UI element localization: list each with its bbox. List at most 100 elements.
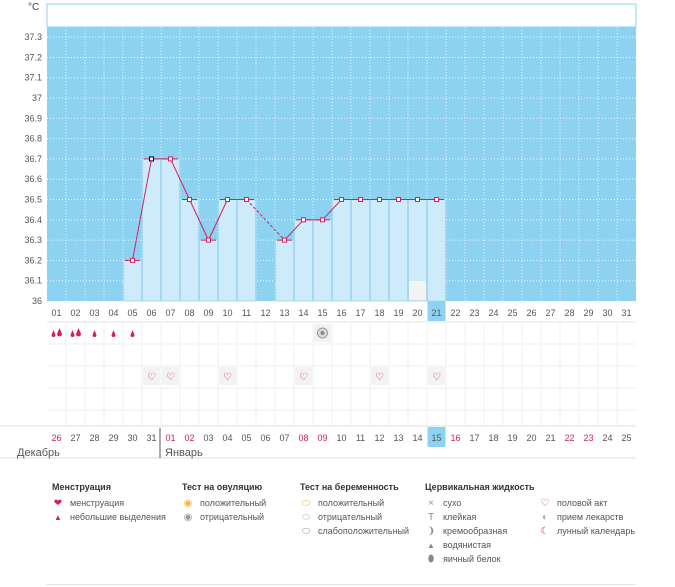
temperature-point[interactable] xyxy=(168,156,173,162)
intercourse-cell xyxy=(295,367,312,385)
menstruation-light-icon[interactable] xyxy=(92,330,97,337)
heart-icon[interactable]: ♡ xyxy=(432,372,441,383)
legend-item: ▲ водянистая xyxy=(425,538,535,552)
temperature-point[interactable] xyxy=(282,237,287,243)
cycle-day-label: 09 xyxy=(203,308,213,318)
temperature-bar[interactable] xyxy=(161,158,180,302)
temperature-bar[interactable] xyxy=(142,158,161,302)
temperature-segment xyxy=(322,199,342,221)
temperature-bar[interactable] xyxy=(351,199,370,302)
today-highlight-date xyxy=(427,427,446,447)
temperature-bar[interactable] xyxy=(237,199,256,302)
pregnancy-negative-icon: ⬭ xyxy=(301,512,311,523)
heart-icon[interactable]: ♡ xyxy=(166,372,175,383)
temperature-point[interactable] xyxy=(358,197,363,203)
temperature-bar[interactable] xyxy=(275,239,294,302)
y-tick-label: 36.9 xyxy=(24,113,42,123)
temperature-bar[interactable] xyxy=(332,199,351,302)
temperature-point[interactable] xyxy=(187,197,192,203)
cycle-day-label: 10 xyxy=(222,308,232,318)
temperature-bar[interactable] xyxy=(294,219,313,302)
legend: Менструация ❤ менструация ▲ небольшие выде… xyxy=(0,476,675,587)
cycle-day-label: 07 xyxy=(165,308,175,318)
heart-icon[interactable]: ♡ xyxy=(299,372,308,383)
ovulation-positive-icon: ◉ xyxy=(183,498,193,509)
cycle-day-label: 14 xyxy=(298,308,308,318)
date-label: 29 xyxy=(108,433,118,443)
temperature-point[interactable] xyxy=(396,197,401,203)
temperature-point[interactable] xyxy=(149,156,154,162)
menstruation-light-icon[interactable] xyxy=(130,330,135,337)
egg-white-icon: ⬮ xyxy=(427,554,435,565)
heart-icon: ♡ xyxy=(540,498,550,509)
date-label: 26 xyxy=(51,433,61,443)
date-label: 13 xyxy=(393,433,403,443)
y-tick-label: 36.5 xyxy=(24,195,42,205)
menstruation-light-icon[interactable] xyxy=(111,330,116,337)
menstruation-heavy-icon[interactable] xyxy=(51,328,63,337)
legend-ovulation-title: Тест на овуляцию xyxy=(182,482,263,492)
heart-icon[interactable]: ♡ xyxy=(147,372,156,383)
month-label: Январь xyxy=(165,447,203,459)
intercourse-cell xyxy=(371,367,388,385)
date-label: 14 xyxy=(412,433,422,443)
heart-icon[interactable]: ♡ xyxy=(375,372,384,383)
date-labels: 26 27 28 29 30 31 01 02 03 04 05 06 07 08 09 10 11 12 13 14… xyxy=(51,433,631,443)
y-tick-label: 36 xyxy=(32,296,42,306)
cycle-day-label: 17 xyxy=(355,308,365,318)
y-axis: 36 36.1 36.2 36.3 36.4 36.5 36.6 36.7 36.8 36.9 37… xyxy=(24,32,42,306)
temperature-point[interactable] xyxy=(415,197,420,203)
heart-icon[interactable]: ♡ xyxy=(223,372,232,383)
cycle-day-label: 19 xyxy=(393,308,403,318)
temperature-bar[interactable] xyxy=(218,199,237,302)
date-label: 18 xyxy=(488,433,498,443)
temperature-point[interactable] xyxy=(339,197,344,203)
legend-item: ❩ кремообразная xyxy=(426,526,508,537)
temperature-bar[interactable] xyxy=(123,259,142,302)
y-tick-label: 36.2 xyxy=(24,255,42,265)
temperature-point[interactable] xyxy=(130,257,135,263)
temperature-bar[interactable] xyxy=(427,199,446,302)
cycle-day-label: 24 xyxy=(488,308,498,318)
temperature-point[interactable] xyxy=(225,197,230,203)
cycle-day-label: 31 xyxy=(621,308,631,318)
date-label: 24 xyxy=(602,433,612,443)
temperature-bar[interactable] xyxy=(313,219,332,302)
temperature-point[interactable] xyxy=(320,217,325,223)
cycle-day-label: 12 xyxy=(260,308,270,318)
cycle-day-label: 02 xyxy=(70,308,80,318)
y-tick-label: 36.8 xyxy=(24,134,42,144)
cycle-day-label: 08 xyxy=(184,308,194,318)
legend-item: ♡ половой акт xyxy=(540,498,608,509)
temperature-point[interactable] xyxy=(301,217,306,223)
date-label: 27 xyxy=(70,433,80,443)
legend-ovulation: Тест на овуляцию ◉ положительный ◉ отрицат… xyxy=(182,482,266,524)
menstruation-heavy-icon[interactable] xyxy=(70,328,82,337)
date-label: 16 xyxy=(450,433,460,443)
date-label: 15 xyxy=(431,433,441,443)
temperature-bar[interactable] xyxy=(370,199,389,302)
y-axis-unit: °C xyxy=(28,2,39,13)
plot-top-band xyxy=(46,3,637,28)
temperature-point[interactable] xyxy=(377,197,382,203)
bbt-chart: 36 36.1 36.2 36.3 36.4 36.5 36.6 36.7 36.8 36.9 37… xyxy=(0,2,637,459)
legend-pregnancy: Тест на беременность ⬭ положительный ⬭ отр… xyxy=(300,482,409,538)
temperature-bar[interactable] xyxy=(180,199,199,302)
temperature-segment xyxy=(284,219,304,241)
legend-other: ♡ половой акт ◐ прием лекарств ☾ лунный кал… xyxy=(539,496,636,538)
pregnancy-positive-icon: ⬭ xyxy=(301,498,311,509)
temperature-bar[interactable] xyxy=(389,199,408,302)
date-label: 25 xyxy=(621,433,631,443)
cycle-day-label: 16 xyxy=(336,308,346,318)
temperature-point[interactable] xyxy=(244,197,249,203)
cycle-day-label: 27 xyxy=(545,308,555,318)
temperature-bar[interactable] xyxy=(199,239,218,302)
legend-item: ❤ менструация xyxy=(53,498,125,509)
legend-item: ▲ небольшие выделения xyxy=(52,510,166,524)
legend-divider xyxy=(46,584,636,585)
temperature-point[interactable] xyxy=(434,197,439,203)
legend-menstruation-title: Менструация xyxy=(52,482,111,492)
temperature-point[interactable] xyxy=(206,237,211,243)
watery-icon: ▲ xyxy=(427,541,435,550)
temperature-points xyxy=(130,156,439,263)
